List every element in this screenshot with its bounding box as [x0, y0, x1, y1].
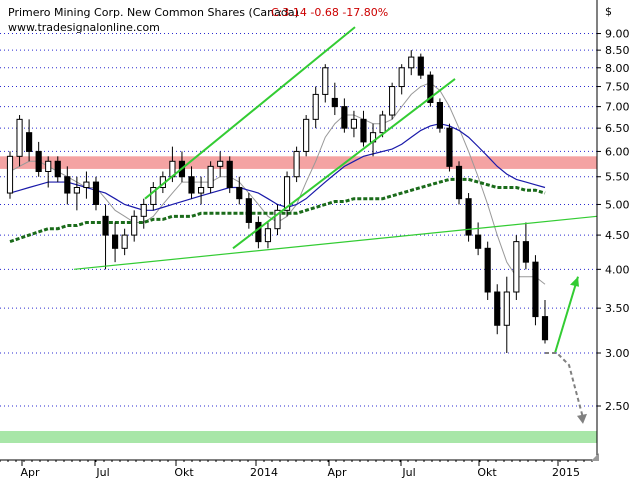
y-tick-label: 2.50 — [605, 400, 630, 413]
candle-down — [417, 56, 424, 76]
candle-up — [303, 118, 310, 152]
x-tick-label: Okt — [174, 466, 194, 479]
candle-down — [484, 247, 491, 293]
candle-down — [455, 165, 463, 200]
candle-up — [45, 160, 52, 172]
candle-down — [92, 181, 100, 205]
y-tick-label: 5.00 — [605, 198, 630, 211]
projection-arrow-head-icon — [577, 413, 587, 424]
y-tick-label: 4.00 — [605, 263, 630, 276]
y-tick-label: 6.50 — [605, 122, 630, 135]
candle-down — [360, 118, 367, 143]
trendlines-layer — [73, 26, 598, 424]
rebound-arrow-head-icon — [570, 276, 579, 287]
chart-title: Primero Mining Corp. New Common Shares (… — [8, 6, 299, 19]
candles-layer — [6, 50, 549, 353]
candle-down — [446, 127, 453, 167]
candle-down — [341, 106, 348, 129]
rebound-arrow-line — [554, 276, 579, 354]
candle-down — [522, 241, 529, 263]
y-tick-label: 3.50 — [605, 302, 630, 315]
candle-down — [436, 101, 443, 129]
candle-down — [494, 291, 501, 326]
candle-up — [131, 215, 138, 236]
candle-down — [427, 74, 434, 103]
ma-short-line — [9, 82, 546, 285]
candle-down — [236, 187, 243, 200]
x-tick-label: 2014 — [250, 466, 278, 479]
candle-up — [274, 209, 281, 230]
y-tick-label: 8.50 — [605, 44, 630, 57]
candle-up — [197, 187, 205, 194]
y-tick-label: 9.00 — [605, 28, 630, 41]
candle-up — [217, 160, 224, 167]
quote-readout: C:3.14 -0.68 -17.80% — [271, 6, 388, 19]
candle-down — [188, 176, 195, 194]
candle-down — [255, 221, 262, 243]
moving-averages-layer — [9, 82, 546, 285]
x-tick-label: Jul — [401, 466, 415, 479]
x-tick-label: 2015 — [552, 466, 580, 479]
candle-up — [408, 56, 415, 69]
resize-grip-icon[interactable] — [591, 453, 599, 461]
x-tick-label: Apr — [20, 466, 40, 479]
candle-up — [379, 114, 386, 134]
candle-down — [112, 234, 119, 249]
candle-up — [350, 118, 358, 129]
upper-channel-trendline — [144, 26, 356, 200]
x-tick-label: Jul — [95, 466, 109, 479]
candle-down — [102, 215, 109, 236]
grid-layer — [0, 33, 597, 407]
candle-up — [83, 181, 90, 189]
candle-up — [150, 187, 157, 205]
x-tick-label: Apr — [327, 466, 347, 479]
candle-down — [331, 97, 338, 108]
candle-up — [322, 67, 329, 95]
y-tick-label: 4.50 — [605, 229, 630, 242]
candle-down — [245, 198, 252, 223]
candle-down — [532, 261, 539, 318]
candle-down — [475, 234, 482, 249]
candle-up — [121, 234, 128, 249]
candle-up — [513, 241, 520, 293]
y-tick-label: 6.00 — [605, 145, 630, 158]
candle-down — [26, 132, 33, 152]
candle-down — [541, 316, 549, 341]
candle-up — [293, 150, 300, 178]
candle-up — [283, 176, 291, 211]
candle-up — [207, 165, 214, 189]
y-tick-label: 3.00 — [605, 347, 630, 360]
support-band — [0, 431, 597, 443]
candle-up — [16, 118, 23, 157]
y-tick-label: 7.50 — [605, 81, 630, 94]
candle-up — [6, 155, 14, 194]
candle-down — [54, 160, 61, 178]
y-tick-label: 5.50 — [605, 171, 630, 184]
y-tick-label: 7.00 — [605, 101, 630, 114]
candle-up — [312, 93, 319, 120]
candle-up — [503, 291, 510, 326]
candle-up — [389, 86, 396, 116]
projection-dashed-line — [545, 351, 584, 419]
long-support-trendline — [73, 215, 598, 270]
candle-down — [226, 160, 233, 189]
lower-channel-trendline — [232, 78, 456, 250]
x-tick-label: Okt — [477, 466, 497, 479]
candle-up — [140, 203, 147, 217]
candle-down — [64, 176, 71, 194]
currency-symbol: $ — [605, 5, 612, 18]
candle-up — [73, 187, 80, 194]
site-watermark: www.tradesignalonline.com — [8, 21, 160, 34]
y-tick-label: 8.00 — [605, 62, 630, 75]
candle-up — [398, 67, 405, 88]
candle-down — [465, 198, 472, 236]
candle-up — [264, 228, 272, 243]
candle-down — [35, 150, 42, 172]
